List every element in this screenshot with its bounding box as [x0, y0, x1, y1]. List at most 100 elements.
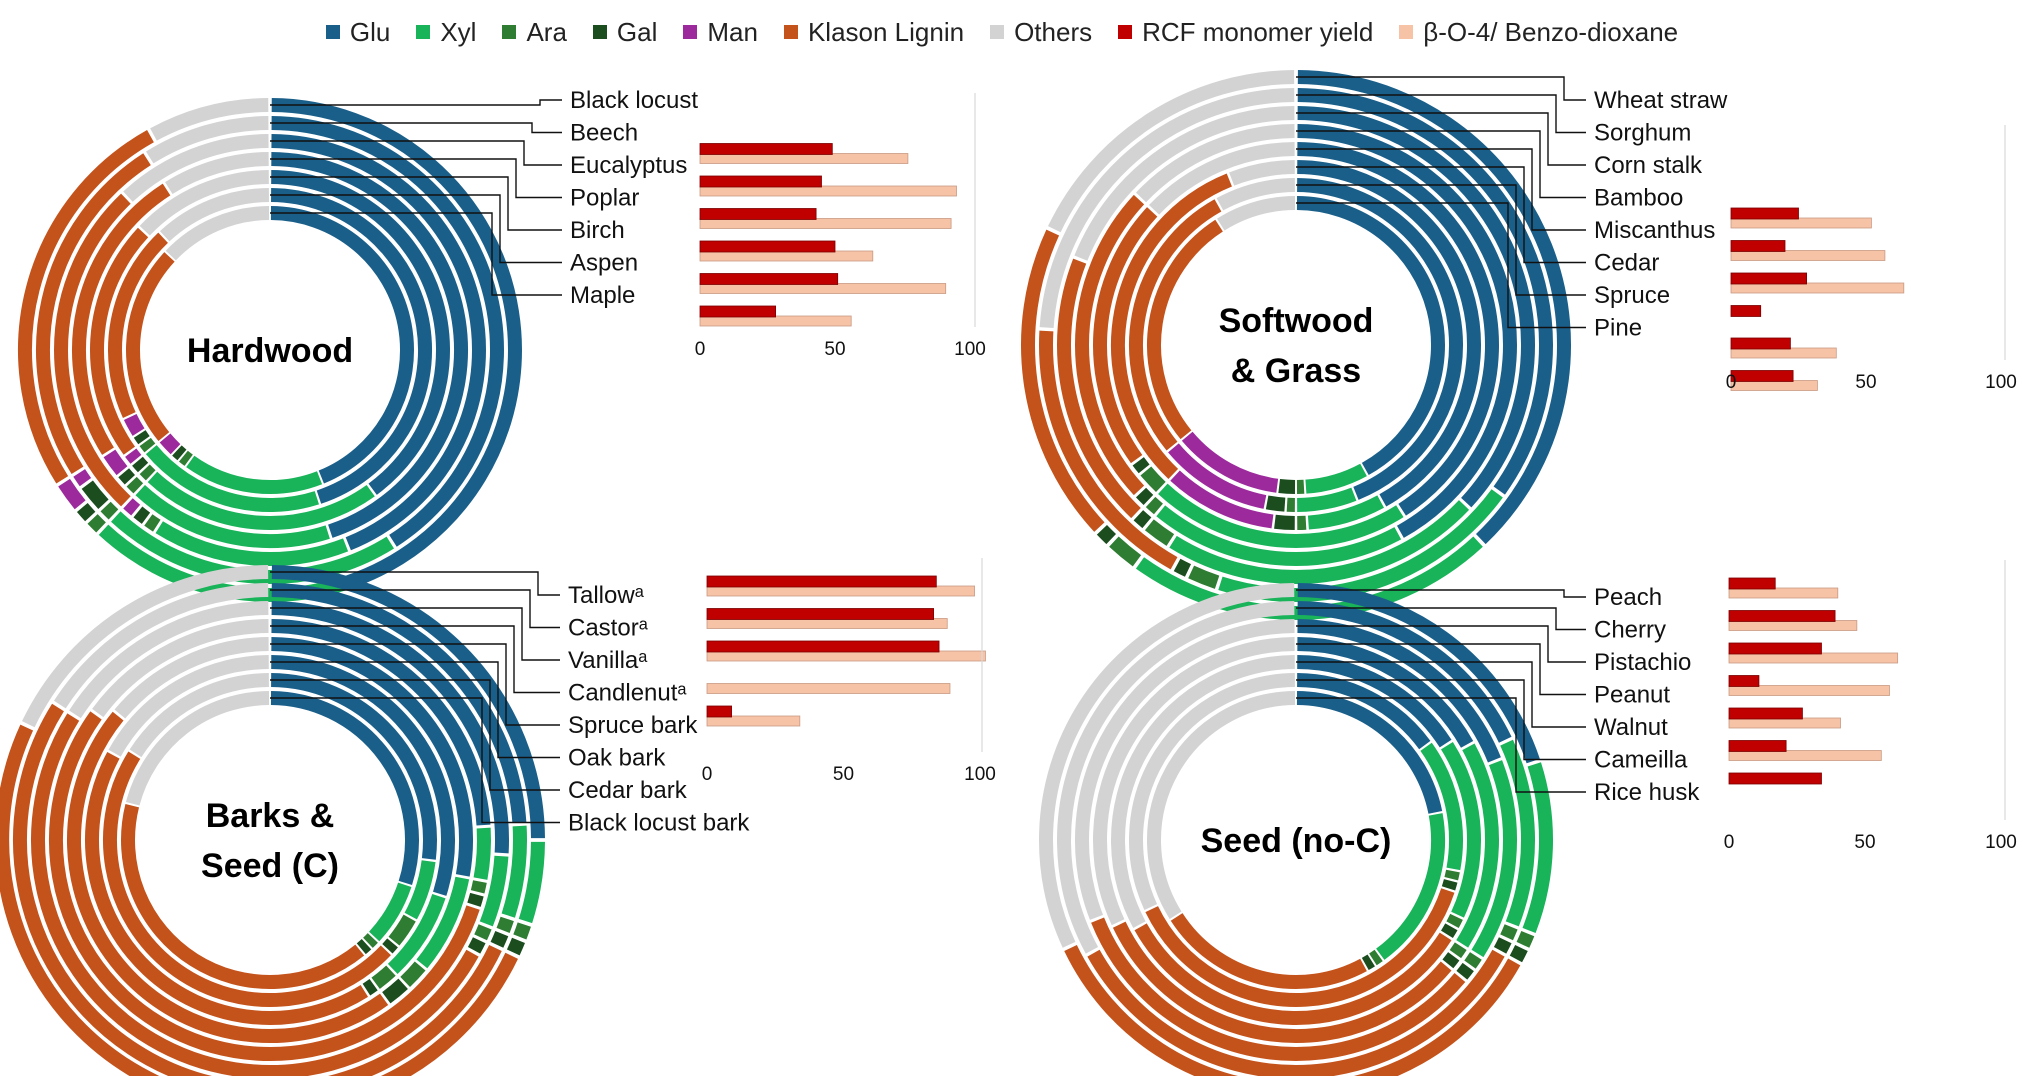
legend-swatch [1118, 25, 1133, 39]
ring-segment-gal [1265, 495, 1286, 512]
donut-ring [103, 673, 437, 1007]
leader-line [1296, 607, 1586, 631]
category-label: Poplar [570, 185, 639, 212]
bar-rcf-yield [1728, 772, 1822, 785]
ring-segment-xyl [1296, 487, 1357, 512]
category-label: Rice husk [1594, 779, 1700, 806]
ring-segment-others [69, 601, 269, 719]
ring-segment-others [129, 673, 269, 758]
ring-segment-xyl [1522, 762, 1553, 933]
donut-ring [1111, 160, 1481, 530]
ring-segment-gal [1278, 479, 1296, 494]
ring-segment-glu [271, 637, 473, 877]
bar-beta-o-4 [699, 153, 909, 164]
donut-ring [1093, 637, 1499, 1043]
bar-rcf-yield [1730, 207, 1799, 220]
bar-beta-o-4 [1730, 250, 1886, 261]
ring-segment-glu [1297, 619, 1501, 763]
ring-segment-klason-lignin [121, 803, 365, 989]
ring-segment-others [1147, 691, 1296, 919]
ring-segment-gal [467, 937, 486, 954]
bar-rcf-yield [706, 608, 934, 620]
leader-line [1296, 148, 1586, 231]
legend-item: Man [683, 17, 758, 48]
category-label: Candlenutᵃ [568, 680, 687, 707]
ring-segment-ara [400, 961, 426, 988]
ring-segment-xyl [1169, 500, 1470, 584]
leader-line [1296, 589, 1586, 598]
ring-segment-klason-lignin [1039, 330, 1178, 570]
ring-segment-klason-lignin [0, 724, 518, 1076]
category-label: Aspen [570, 250, 638, 277]
leader-line [270, 697, 560, 824]
bar-beta-o-4 [1730, 347, 1837, 359]
category-label: Peanut [1594, 682, 1670, 709]
x-tick-label: 50 [1855, 372, 1876, 393]
legend-swatch [683, 25, 698, 39]
ring-segment-others [21, 565, 269, 728]
x-tick-label: 100 [964, 764, 996, 785]
category-label: Eucalyptus [570, 152, 687, 179]
donut-ring [1129, 178, 1464, 512]
bar-rcf-yield [699, 175, 822, 188]
leader-line [270, 607, 560, 661]
ring-segment-klason-lignin [1064, 944, 1521, 1076]
category-label: Vanillaᵃ [568, 647, 648, 674]
legend-swatch [990, 25, 1005, 39]
ring-segment-klason-lignin [1134, 923, 1452, 1025]
x-tick-label: 100 [954, 339, 986, 360]
ring-segment-others [1135, 124, 1295, 203]
ring-segment-ara [178, 450, 193, 466]
panel-softwood-grass: Softwood & Grass Wheat straw Sorghum Corn st… [1021, 70, 2017, 620]
ring-segment-others [1110, 655, 1295, 928]
category-label: Maple [570, 282, 635, 309]
ring-segment-glu [271, 583, 527, 824]
ring-segment-others [1047, 70, 1295, 233]
ring-segment-ara [1516, 930, 1535, 948]
ring-segment-ara [139, 437, 156, 453]
donut-ring [126, 206, 414, 494]
category-label: Spruce bark [568, 712, 698, 739]
leader-line [270, 194, 562, 264]
ring-segment-glu [1297, 106, 1535, 508]
x-tick-label: 0 [695, 339, 706, 360]
ring-segment-gal [133, 430, 150, 445]
ring-segment-gal [1493, 937, 1512, 954]
category-label: Cedar [1594, 250, 1659, 277]
ring-segment-ara [1500, 924, 1518, 941]
legend-label: Xyl [440, 16, 477, 47]
center-label: Seed (no-C) [1201, 822, 1392, 860]
bar-rcf-yield [699, 305, 776, 318]
legend-swatch [325, 25, 340, 39]
leader-line [270, 643, 560, 726]
leader-line [270, 122, 562, 134]
ring-segment-gal [133, 506, 151, 524]
ring-segment-klason-lignin [1170, 913, 1367, 989]
legend-label: β-O-4/ Benzo-dioxane [1423, 16, 1679, 47]
ring-segment-others [1148, 142, 1295, 215]
ring-segment-others [123, 134, 269, 202]
ring-segment-ara [87, 514, 106, 533]
ring-segment-man [159, 433, 181, 455]
ring-segment-xyl [404, 860, 436, 920]
ring-segment-ara [513, 922, 531, 940]
ring-segment-others [125, 691, 270, 806]
donut-ring [1057, 106, 1535, 584]
donut-ring [48, 619, 491, 1062]
ring-segment-klason-lignin [1129, 199, 1222, 451]
ring-segment-others [1075, 619, 1295, 920]
bar-beta-o-4 [1730, 217, 1872, 229]
bar-beta-o-4 [699, 283, 947, 294]
donut-ring [89, 170, 451, 531]
bar-beta-o-4 [1728, 685, 1890, 696]
ring-segment-gal [172, 445, 187, 461]
bar-rcf-yield [699, 273, 839, 285]
ring-segment-ara [363, 933, 378, 948]
chart-legend: Glu Xyl Ara Gal Man Klason Lignin Others RCF mo… [0, 12, 2030, 52]
legend-swatch [502, 25, 517, 39]
ring-segment-others [1217, 196, 1296, 231]
ring-segment-glu [270, 206, 414, 484]
ring-segment-others [159, 188, 270, 242]
bar-beta-o-4 [706, 683, 951, 694]
ring-segment-klason-lignin [18, 130, 154, 484]
